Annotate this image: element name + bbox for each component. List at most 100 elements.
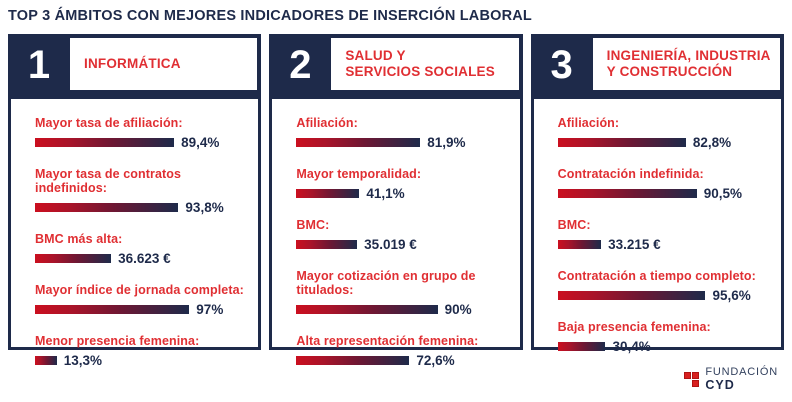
metric-value: 35.019 € <box>364 237 417 252</box>
column-title: INFORMÁTICA <box>84 55 181 71</box>
logo-text: FUNDACIÓN CYD <box>705 367 778 392</box>
metric-bar-row: 90,5% <box>557 186 775 201</box>
metric-bar <box>557 291 706 300</box>
rank-number: 1 <box>27 42 51 87</box>
column-header: 2 SALUD Y SERVICIOS SOCIALES <box>269 34 523 95</box>
metric-value: 30,4% <box>612 339 651 354</box>
metric-label: Baja presencia femenina: <box>557 320 711 334</box>
metric-value: 82,8% <box>692 135 732 150</box>
metric-label: Menor presencia femenina: <box>35 334 200 348</box>
rank-number: 3 <box>550 42 573 87</box>
metric-bar <box>296 356 410 365</box>
cyd-squares-logo-icon <box>684 372 700 388</box>
metric-bar <box>557 189 697 198</box>
metric-bar <box>296 240 358 249</box>
logo-fundacion-text: FUNDACIÓN <box>705 366 778 379</box>
metric-value: 90% <box>444 302 472 317</box>
rank-number: 2 <box>289 42 312 87</box>
metric-bar <box>35 138 175 147</box>
metric-bar <box>35 305 190 314</box>
metric-label: Alta representación femenina: <box>296 334 479 348</box>
column-title: INGENIERÍA, INDUSTRIA Y CONSTRUCCIÓN <box>606 47 771 79</box>
metric-label: BMC más alta: <box>35 232 123 246</box>
metric-bar <box>296 189 360 198</box>
column-title-panel: SALUD Y SERVICIOS SOCIALES <box>331 38 519 90</box>
metric-value: 90,5% <box>703 186 743 201</box>
metric-block: Mayor tasa de contratos indefinidos: 93,… <box>35 167 252 215</box>
metric-label: Mayor tasa de contratos indefinidos: <box>35 167 182 195</box>
metric-value: 97% <box>196 302 224 317</box>
metric-bar-row: 97% <box>35 302 252 317</box>
metric-bar-row: 95,6% <box>557 288 775 303</box>
metric-value: 89,4% <box>181 135 220 150</box>
logo-square-top-left <box>684 372 692 380</box>
metric-label: Afiliación: <box>557 116 620 130</box>
metric-block: BMC: 35.019 € <box>296 218 513 252</box>
metric-block: Alta representación femenina: 72,6% <box>296 334 513 368</box>
metric-bar-row: 72,6% <box>296 353 513 368</box>
metric-value: 41,1% <box>366 186 405 201</box>
column-title-panel: INGENIERÍA, INDUSTRIA Y CONSTRUCCIÓN <box>592 38 780 90</box>
page-title: TOP 3 ÁMBITOS CON MEJORES INDICADORES DE… <box>8 8 532 24</box>
fundacion-cyd-logo: FUNDACIÓN CYD <box>684 367 778 392</box>
column-body: Afiliación: 81,9% Mayor temporalidad: 41… <box>269 95 523 368</box>
metric-bar <box>557 342 606 351</box>
metric-bar <box>557 240 602 249</box>
metric-block: Mayor índice de jornada completa: 97% <box>35 283 252 317</box>
metric-block: Mayor temporalidad: 41,1% <box>296 167 513 201</box>
logo-square-bottom-left-empty <box>684 380 691 387</box>
metric-bar-row: 90% <box>296 302 513 317</box>
column-title: SALUD Y SERVICIOS SOCIALES <box>345 47 495 79</box>
metric-label: BMC: <box>296 218 330 232</box>
metric-label: Afiliación: <box>296 116 358 130</box>
metric-block: Mayor cotización en grupo de titulados: … <box>296 269 513 317</box>
metric-label: Contratación indefinida: <box>557 167 704 181</box>
metric-block: Contratación a tiempo completo: 95,6% <box>557 269 775 303</box>
metric-block: Mayor tasa de afiliación: 89,4% <box>35 116 252 150</box>
metric-value: 33.215 € <box>608 237 661 252</box>
metric-value: 95,6% <box>712 288 751 303</box>
metric-value: 13,3% <box>63 353 102 368</box>
metric-bar <box>557 138 686 147</box>
column-title-panel: INFORMÁTICA <box>70 38 258 90</box>
metric-block: BMC: 33.215 € <box>557 218 775 252</box>
metric-bar <box>35 356 57 365</box>
metric-bar-row: 33.215 € <box>557 237 775 252</box>
metric-bar-row: 89,4% <box>35 135 252 150</box>
metric-value: 93,8% <box>185 200 224 215</box>
rank-column: 1 INFORMÁTICA Mayor tasa de afiliación: … <box>8 34 262 368</box>
metric-block: Afiliación: 81,9% <box>296 116 513 150</box>
metric-bar-row: 41,1% <box>296 186 513 201</box>
metric-bar <box>296 305 438 314</box>
logo-square-bottom-right <box>692 380 700 388</box>
column-header: 1 INFORMÁTICA <box>8 34 262 95</box>
metric-bar-row: 30,4% <box>557 339 775 354</box>
column-header: 3 INGENIERÍA, INDUSTRIA Y CONSTRUCCIÓN <box>530 34 784 95</box>
logo-cyd-text: CYD <box>705 377 735 392</box>
column-body: Mayor tasa de afiliación: 89,4% Mayor ta… <box>8 95 262 368</box>
metric-value: 72,6% <box>416 353 455 368</box>
metric-block: BMC más alta: 36.623 € <box>35 232 252 266</box>
metric-bar-row: 35.019 € <box>296 237 513 252</box>
metric-bar <box>35 203 179 212</box>
metric-bar <box>296 138 421 147</box>
metric-bar-row: 82,8% <box>557 135 775 150</box>
metric-label: Mayor índice de jornada completa: <box>35 283 244 297</box>
metric-label: Mayor temporalidad: <box>296 167 422 181</box>
metric-value: 36.623 € <box>118 251 171 266</box>
metric-label: Mayor tasa de afiliación: <box>35 116 183 130</box>
metric-label: BMC: <box>557 218 591 232</box>
metric-label: Contratación a tiempo completo: <box>557 269 756 283</box>
metric-bar <box>35 254 112 263</box>
rank-column: 3 INGENIERÍA, INDUSTRIA Y CONSTRUCCIÓN A… <box>530 34 784 354</box>
columns-row: 1 INFORMÁTICA Mayor tasa de afiliación: … <box>8 34 784 368</box>
metric-block: Baja presencia femenina: 30,4% <box>557 320 775 354</box>
rank-column: 2 SALUD Y SERVICIOS SOCIALES Afiliación:… <box>269 34 523 368</box>
metric-label: Mayor cotización en grupo de titulados: <box>296 269 476 297</box>
metric-block: Afiliación: 82,8% <box>557 116 775 150</box>
metric-block: Contratación indefinida: 90,5% <box>557 167 775 201</box>
metric-block: Menor presencia femenina: 13,3% <box>35 334 252 368</box>
column-body: Afiliación: 82,8% Contratación indefinid… <box>530 95 784 354</box>
logo-square-top-right <box>692 372 700 380</box>
